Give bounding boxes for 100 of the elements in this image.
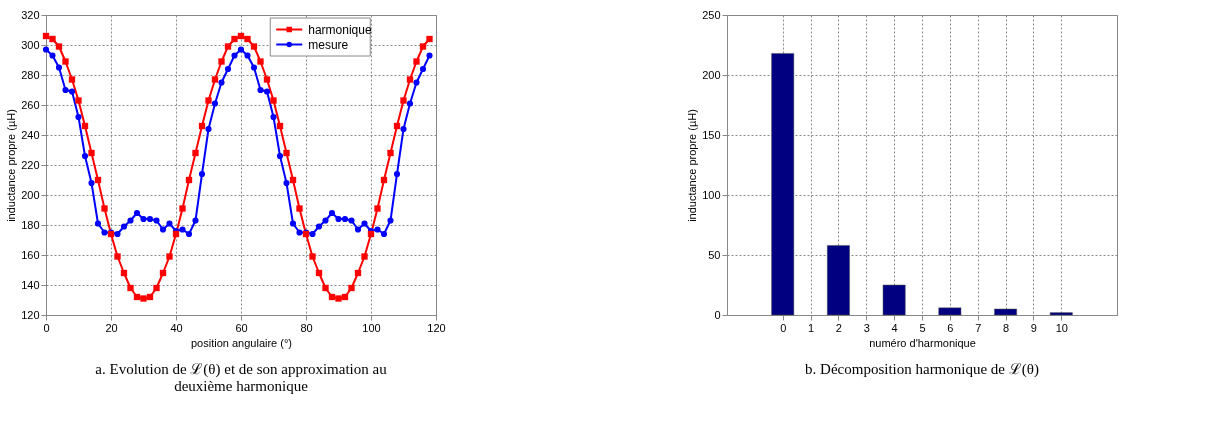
point <box>49 52 56 59</box>
y-tick-label: 260 <box>21 98 40 111</box>
x-tick-label: 6 <box>947 321 954 334</box>
y-tick-label: 200 <box>21 188 40 201</box>
bar <box>882 284 906 316</box>
x-tick-label: 20 <box>105 321 118 334</box>
point <box>257 58 264 65</box>
point <box>101 229 108 236</box>
point <box>361 220 368 227</box>
point <box>393 122 401 130</box>
y-axis-title: inductance propre (µH) <box>5 109 18 222</box>
point <box>419 43 427 50</box>
point <box>244 52 251 59</box>
x-tick-label: 1 <box>808 321 815 334</box>
point <box>335 295 342 302</box>
point <box>81 122 89 130</box>
point <box>413 58 420 65</box>
point <box>283 149 290 157</box>
y-tick-label: 180 <box>21 218 40 231</box>
point <box>322 284 329 292</box>
point <box>133 209 141 217</box>
point <box>328 293 336 301</box>
point <box>198 122 206 130</box>
point <box>49 35 56 43</box>
point <box>185 176 193 184</box>
point <box>354 226 362 233</box>
y-tick-label: 220 <box>21 158 40 171</box>
point <box>250 43 258 50</box>
point <box>68 76 76 83</box>
y-tick-label: 160 <box>21 248 40 261</box>
point <box>231 52 238 59</box>
y-tick-label: 50 <box>708 248 721 261</box>
point <box>406 76 414 83</box>
point <box>393 170 401 178</box>
point <box>146 293 154 301</box>
point <box>159 269 167 277</box>
point <box>120 223 128 230</box>
point <box>179 205 186 212</box>
point <box>192 149 199 157</box>
point <box>231 35 238 43</box>
x-tick-label: 100 <box>362 321 381 334</box>
point <box>380 176 388 184</box>
point <box>315 269 323 277</box>
point <box>127 284 134 292</box>
text: a. Evolution de ℒ(θ) et de son approximation au deuxième harmonique <box>95 361 388 394</box>
point <box>400 97 407 104</box>
point <box>341 293 349 301</box>
y-tick-label: 100 <box>702 188 721 201</box>
point <box>218 79 225 86</box>
point <box>101 205 108 212</box>
x-tick-label: 40 <box>170 321 183 334</box>
bar <box>994 308 1017 316</box>
point <box>114 230 121 238</box>
point <box>237 32 245 40</box>
point <box>211 100 219 107</box>
point <box>276 152 284 160</box>
point <box>140 295 147 302</box>
point <box>75 113 82 121</box>
x-tick-label: 3 <box>863 321 870 334</box>
point <box>55 43 63 50</box>
x-tick-label: 0 <box>43 321 50 334</box>
x-tick-label: 8 <box>1003 321 1010 334</box>
point <box>146 215 154 223</box>
point <box>94 220 102 227</box>
y-tick-label: 120 <box>21 308 40 321</box>
point <box>426 52 433 59</box>
point <box>120 269 128 277</box>
y-tick-label: 200 <box>702 68 721 81</box>
bar <box>771 53 795 316</box>
x-tick-label: 120 <box>427 321 446 334</box>
point <box>198 170 206 178</box>
point <box>133 293 141 301</box>
point <box>114 253 121 260</box>
point <box>328 209 336 217</box>
bar <box>827 245 850 316</box>
legend-label: harmonique <box>308 22 372 37</box>
y-tick-label: 0 <box>714 308 721 321</box>
x-tick-label: 0 <box>780 321 787 334</box>
y-tick-label: 250 <box>702 8 721 21</box>
point <box>62 58 69 65</box>
point <box>224 43 232 50</box>
point <box>276 122 284 130</box>
point <box>42 32 50 40</box>
point <box>309 253 316 260</box>
point <box>179 226 186 233</box>
point <box>309 230 316 238</box>
point <box>283 179 290 187</box>
y-axis-title: inductance propre (µH) <box>686 109 699 222</box>
y-tick-label: 280 <box>21 68 40 81</box>
point <box>237 46 245 53</box>
point <box>322 217 329 224</box>
point <box>270 113 277 121</box>
x-axis-title: numéro d'harmonique <box>869 336 976 349</box>
y-tick-label: 300 <box>21 38 40 51</box>
point <box>335 215 342 223</box>
point <box>88 179 95 187</box>
x-tick-label: 5 <box>919 321 926 334</box>
point <box>348 217 355 224</box>
point <box>374 226 381 233</box>
point <box>88 149 95 157</box>
